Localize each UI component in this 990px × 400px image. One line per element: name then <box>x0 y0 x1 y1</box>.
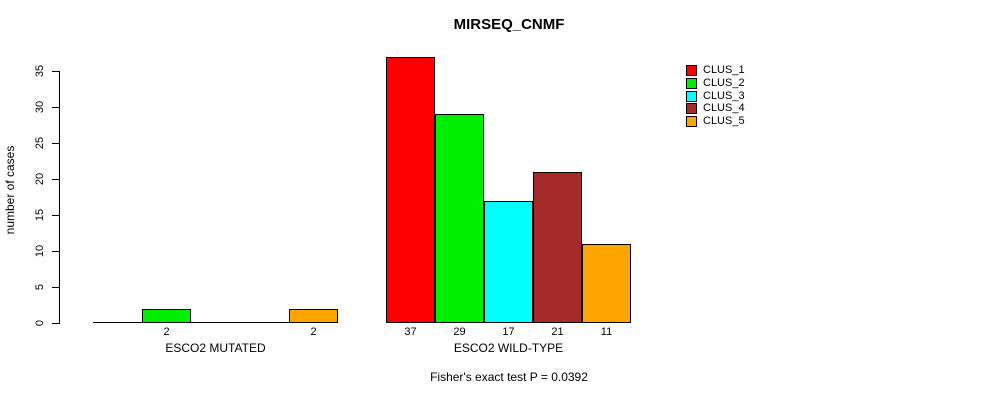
legend-label: CLUS_3 <box>703 89 745 102</box>
bar-clus_2-group2 <box>435 114 484 323</box>
group-label-1: ESCO2 MUTATED <box>165 341 266 355</box>
legend-swatch-icon <box>686 65 697 76</box>
bar-value-label: 17 <box>502 326 515 338</box>
bar-value-label: 29 <box>453 326 466 338</box>
legend-entry-clus_5: CLUS_5 <box>686 115 745 128</box>
group-baseline <box>93 322 338 323</box>
y-axis-line <box>59 71 60 324</box>
bar-clus_2-group1 <box>142 308 191 323</box>
y-axis-tick-label: 0 <box>34 319 46 327</box>
y-axis-tick <box>52 143 59 144</box>
y-axis-tick <box>52 71 59 72</box>
bar-clus_5-group1 <box>289 308 338 323</box>
legend-label: CLUS_2 <box>703 76 745 89</box>
y-axis-tick-label: 15 <box>34 208 46 222</box>
legend-entry-clus_3: CLUS_3 <box>686 89 745 102</box>
legend-swatch-icon <box>686 116 697 128</box>
y-axis-tick <box>52 179 59 180</box>
y-axis-tick-label: 10 <box>34 244 46 258</box>
y-axis-tick <box>52 251 59 252</box>
y-axis-tick-label: 35 <box>34 64 46 78</box>
legend-label: CLUS_4 <box>703 102 745 115</box>
y-axis-tick-label: 20 <box>34 172 46 186</box>
legend-label: CLUS_1 <box>703 64 745 76</box>
bar-value-label: 2 <box>163 326 170 338</box>
bar-value-label: 11 <box>600 326 613 338</box>
group-label-2: ESCO2 WILD-TYPE <box>453 341 564 355</box>
legend-entry-clus_2: CLUS_2 <box>686 76 745 89</box>
bar-value-label: 37 <box>404 326 417 338</box>
bar-clus_5-group2 <box>582 243 631 323</box>
bar-clus_4-group2 <box>533 171 582 323</box>
legend-swatch-icon <box>686 90 697 102</box>
y-axis-tick-label: 25 <box>34 136 46 150</box>
bar-clus_3-group2 <box>484 200 533 323</box>
footer-annotation: Fisher's exact test P = 0.0392 <box>430 370 588 384</box>
bar-value-label: 21 <box>551 326 564 338</box>
y-axis-tick <box>52 323 59 324</box>
y-axis-tick <box>52 107 59 108</box>
chart-title: MIRSEQ_CNMF <box>453 16 565 33</box>
y-axis-tick-label: 5 <box>34 283 46 291</box>
bar-value-label: 2 <box>310 326 317 338</box>
y-axis-tick <box>52 287 59 288</box>
y-axis-title: number of cases <box>3 145 17 235</box>
legend-swatch-icon <box>686 77 697 89</box>
legend-entry-clus_4: CLUS_4 <box>686 102 745 115</box>
legend-entry-clus_1: CLUS_1 <box>686 65 745 76</box>
y-axis-tick <box>52 215 59 216</box>
legend-swatch-icon <box>686 103 697 115</box>
y-axis-tick-label: 30 <box>34 100 46 114</box>
legend-label: CLUS_5 <box>703 115 745 128</box>
bar-clus_1-group2 <box>386 56 435 323</box>
